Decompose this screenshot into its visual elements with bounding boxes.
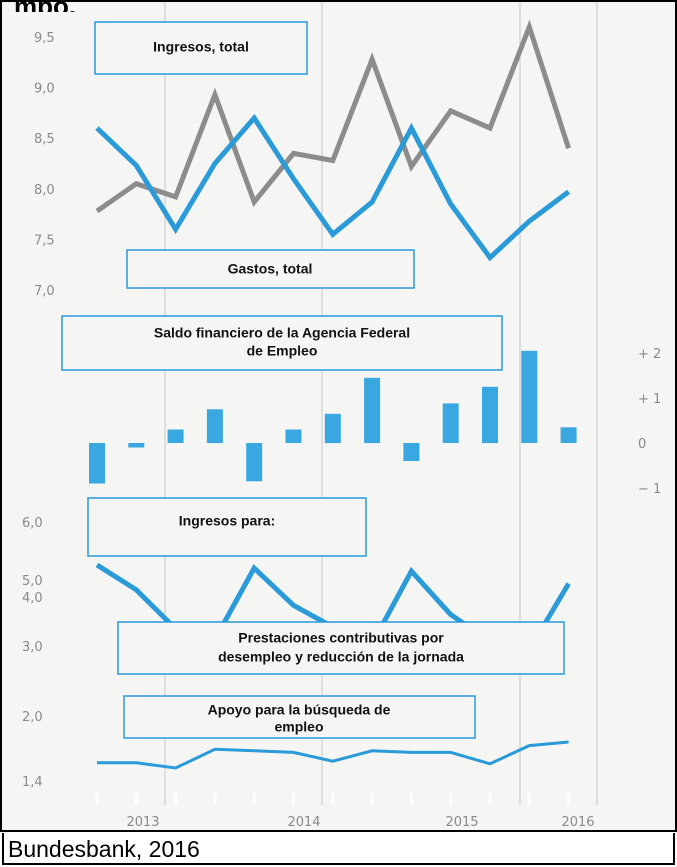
ytick-top-3: 8,0 xyxy=(34,183,55,198)
ytick-top-1: 9,0 xyxy=(34,82,55,97)
legend-label-apoyo-line1: Apoyo para la búsqueda de xyxy=(208,702,391,718)
bar-2015-Q4 xyxy=(521,350,538,443)
series-line-ingresos-total xyxy=(95,19,571,214)
bar-2014-Q4 xyxy=(364,377,381,444)
legend-label-saldo-line1: Saldo financiero de la Agencia Federal xyxy=(154,325,410,341)
tick-labels: 9,5 9,0 8,5 8,0 7,5 7,0 + 2 + 1 0 − 1 6,0 5,0 4,0 3,0… xyxy=(22,31,661,830)
bar-2014-Q3 xyxy=(324,413,341,444)
legend-label-prestaciones-line1: Prestaciones contributivas por xyxy=(238,630,444,646)
bar-2013-Q1 xyxy=(89,443,105,484)
clipped-header-text: mpo, xyxy=(14,0,76,12)
bar-2014-Q1 xyxy=(246,443,263,482)
legend-box-apoyo: Apoyo para la búsqueda de empleo xyxy=(123,695,476,739)
legend-box-prestaciones: Prestaciones contributivas por desempleo… xyxy=(117,621,565,675)
ytick-top-4: 7,5 xyxy=(34,233,55,248)
ytick-bar-3: − 1 xyxy=(638,482,661,497)
legend-box-ingresos-total: Ingresos, total xyxy=(94,21,308,75)
ytick-bottom-0: 6,0 xyxy=(22,516,43,531)
ytick-bar-2: 0 xyxy=(638,437,646,452)
bar-series xyxy=(89,350,577,484)
bar-2013-Q2 xyxy=(128,443,145,448)
legend-label-gastos-total: Gastos, total xyxy=(228,261,313,277)
legend-box-saldo: Saldo financiero de la Agencia Federal d… xyxy=(61,315,503,371)
ytick-bottom-5: 1,4 xyxy=(22,775,43,790)
bar-2013-Q3 xyxy=(167,429,184,443)
ytick-top-2: 8,5 xyxy=(34,132,55,147)
series-line-apoyo xyxy=(97,740,569,770)
ytick-top-0: 9,5 xyxy=(34,31,55,46)
legend-label-prestaciones-line2: desempleo y reducción de la jornada xyxy=(218,649,464,665)
ytick-bottom-4: 2,0 xyxy=(22,710,43,725)
xtick-year-2014: 2014 xyxy=(287,815,320,830)
bar-2015-Q1 xyxy=(403,443,420,461)
ytick-bottom-3: 3,0 xyxy=(22,640,43,655)
ytick-bar-1: + 1 xyxy=(638,392,661,407)
xtick-year-2016: 2016 xyxy=(561,815,594,830)
legend-box-gastos-total: Gastos, total xyxy=(126,249,415,289)
legend-label-ingresos-total: Ingresos, total xyxy=(153,39,249,55)
bar-2015-Q2 xyxy=(442,403,459,443)
xtick-year-2015: 2015 xyxy=(445,815,478,830)
bar-2016-Q1 xyxy=(560,427,577,443)
chart-canvas: 9,5 9,0 8,5 8,0 7,5 7,0 + 2 + 1 0 − 1 6,0 5,0 4,0 3,0… xyxy=(22,2,661,830)
legend-label-apoyo-line2: empleo xyxy=(274,719,323,735)
bar-2013-Q4 xyxy=(206,409,223,444)
legend-label-saldo-line2: de Empleo xyxy=(247,343,318,359)
series-line-gastos-total xyxy=(95,113,571,262)
ytick-bar-0: + 2 xyxy=(638,347,661,362)
ytick-bottom-1: 5,0 xyxy=(22,574,43,589)
source-caption: Bundesbank, 2016 xyxy=(2,833,675,865)
ytick-top-5: 7,0 xyxy=(34,284,55,299)
bar-2014-Q2 xyxy=(285,429,302,443)
legend-label-ingresos-para: Ingresos para: xyxy=(179,513,275,529)
legend-box-ingresos-para: Ingresos para: xyxy=(87,497,367,557)
bar-2015-Q3 xyxy=(482,386,498,444)
xtick-year-2013: 2013 xyxy=(126,815,159,830)
ytick-bottom-2: 4,0 xyxy=(22,591,43,606)
